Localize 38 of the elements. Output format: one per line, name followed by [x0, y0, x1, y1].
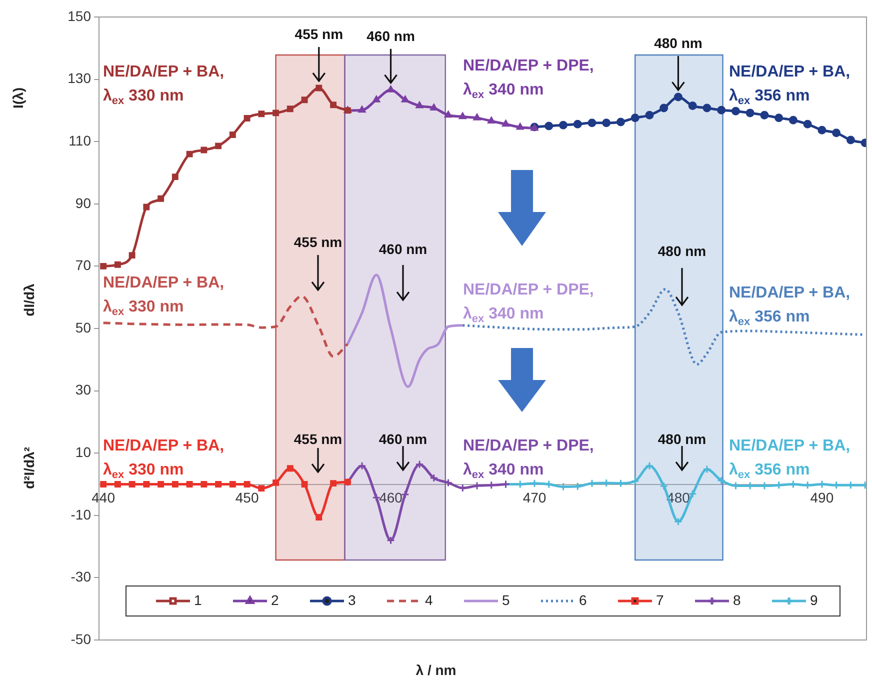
- x-tick-label: 460: [379, 490, 403, 506]
- y-tick-label: 30: [75, 382, 92, 398]
- y-tick-label: 130: [68, 70, 92, 86]
- x-tick-label: 440: [92, 490, 116, 506]
- x-tick-label: 490: [810, 490, 834, 506]
- annotation: 455 nm: [294, 234, 342, 250]
- y-tick-label: 50: [75, 319, 92, 336]
- annotation: 460 nm: [378, 430, 428, 447]
- y-axis-title: I(λ): [10, 86, 26, 110]
- annotation: 460 nm: [378, 240, 428, 257]
- y-tick-label: 110: [68, 132, 92, 148]
- text: d²I/dλ²: [20, 446, 37, 489]
- annotation: 480 nm: [658, 430, 706, 447]
- legend-label: 3: [348, 592, 356, 608]
- x-tick-label: 470: [522, 490, 546, 506]
- y-tick-label: 150: [68, 8, 92, 24]
- y-tick-label: -10: [70, 506, 92, 522]
- y-tick-label: 10: [75, 444, 92, 460]
- legend-label: 2: [271, 592, 279, 608]
- legend-label: 1: [194, 592, 202, 608]
- annotation: 480 nm: [658, 242, 706, 259]
- legend-label: 6: [579, 592, 587, 608]
- annotation: 460 nm: [366, 28, 415, 44]
- annotation: 480 nm: [654, 34, 702, 51]
- annotation: 455 nm: [294, 430, 342, 447]
- legend-label: 5: [502, 592, 510, 608]
- x-tick-label: 450: [235, 490, 259, 506]
- annotation: 455 nm: [294, 26, 344, 42]
- legend-label: 8: [733, 592, 741, 608]
- legend-label: 4: [425, 592, 433, 608]
- legend-label: 7: [656, 592, 664, 608]
- text: dI/dλ: [20, 283, 37, 316]
- y-tick-label: -50: [70, 630, 92, 647]
- y-tick-label: -30: [70, 568, 92, 585]
- y-tick-label: 90: [75, 194, 92, 211]
- legend-label: 9: [810, 592, 818, 608]
- x-axis-title: λ / nm: [414, 662, 458, 678]
- y-tick-label: 70: [75, 257, 92, 274]
